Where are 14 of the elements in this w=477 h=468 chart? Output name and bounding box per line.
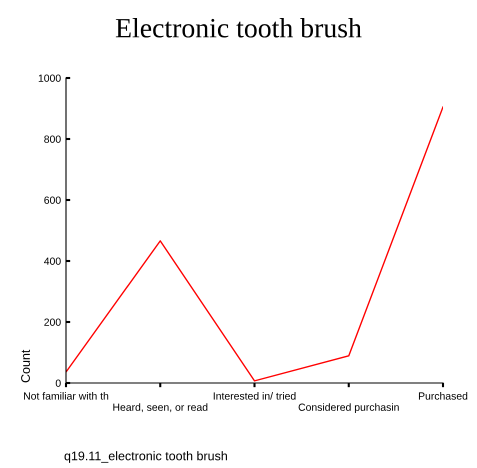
x-tick-label: Purchased	[418, 392, 468, 400]
x-axis-title: q19.11_electronic tooth brush	[64, 451, 227, 463]
y-axis-title: Count	[21, 350, 30, 382]
chart-title: Electronic tooth brush	[116, 18, 362, 38]
y-tick-label: 200	[44, 318, 61, 326]
x-tick-label: Not familiar with th	[24, 392, 108, 400]
y-tick-label: 1000	[38, 74, 61, 82]
y-tick-label: 800	[44, 136, 61, 143]
y-tick-label: 600	[44, 196, 61, 204]
y-tick-label: 400	[44, 258, 61, 265]
x-tick-label: Interested in/ tried	[214, 392, 296, 400]
x-tick-label: Heard, seen, or read	[113, 403, 208, 412]
x-tick-label: Considered purchasin	[298, 403, 399, 413]
y-tick-label: 0	[56, 380, 61, 387]
